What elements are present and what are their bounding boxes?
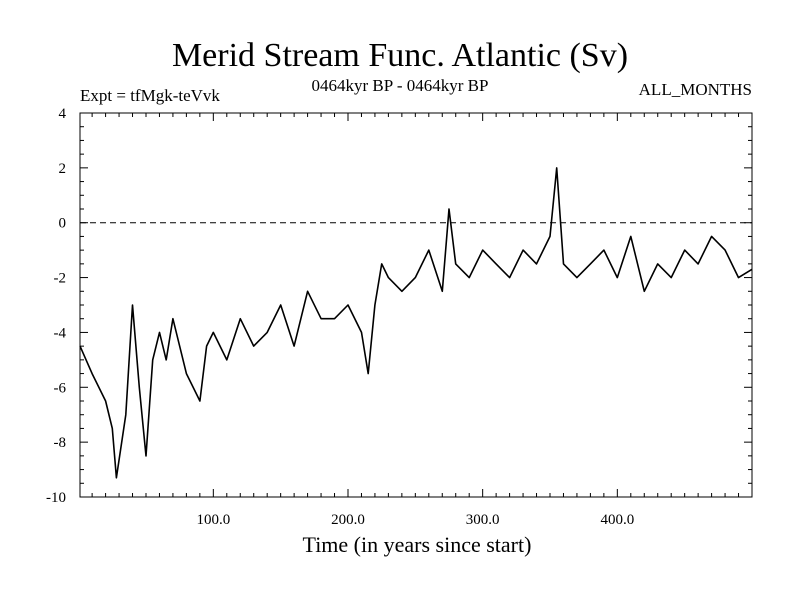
y-tick-label: 0: [59, 216, 67, 232]
y-tick-label: -2: [54, 271, 67, 287]
y-tick-label: -4: [54, 325, 67, 341]
months-label: ALL_MONTHS: [638, 80, 752, 99]
y-tick-label: -8: [54, 435, 67, 451]
y-tick-label: -10: [46, 490, 66, 506]
y-tick-label: -6: [54, 380, 67, 396]
x-axis-label: Time (in years since start): [302, 532, 532, 557]
x-tick-label: 400.0: [600, 512, 634, 528]
x-tick-label: 300.0: [466, 512, 500, 528]
chart-title: Merid Stream Func. Atlantic (Sv): [171, 37, 629, 74]
data-series-line: [79, 167, 753, 479]
y-tick-label: 2: [59, 161, 67, 177]
experiment-label: Expt = tfMgk-teVvk: [80, 86, 220, 105]
y-tick-label: 4: [59, 106, 67, 122]
x-tick-label: 100.0: [196, 512, 230, 528]
time-range-label: 0464kyr BP - 0464kyr BP: [311, 76, 489, 95]
plot-frame: [79, 112, 753, 498]
x-tick-label: 200.0: [331, 512, 365, 528]
